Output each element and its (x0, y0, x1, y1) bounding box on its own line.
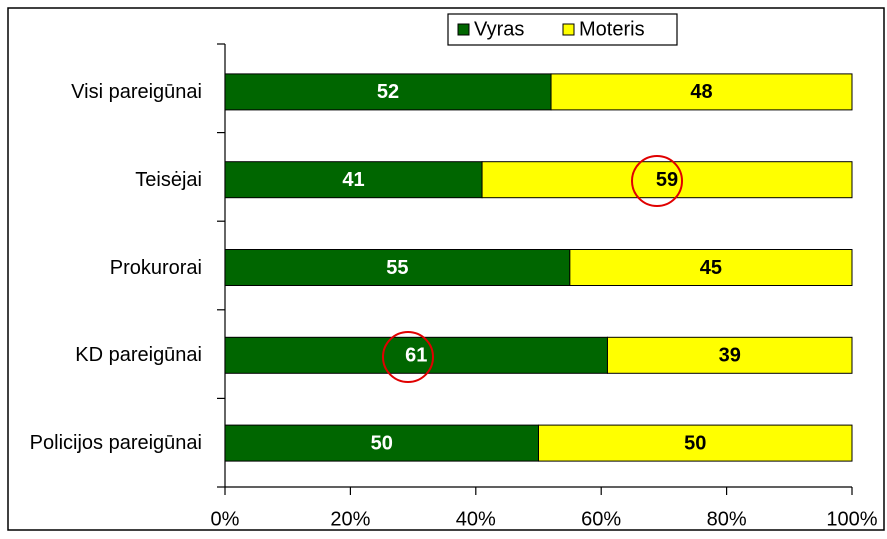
legend-swatch (457, 23, 470, 36)
category-text: Policijos pareigūnai (29, 432, 202, 455)
bar-segment (569, 249, 853, 286)
data-label: 50 (371, 432, 393, 454)
category-label: KD pareigūnai (0, 325, 202, 385)
bar-segment (606, 336, 853, 374)
highlight-circle (382, 331, 434, 383)
data-label: 39 (719, 345, 741, 367)
bar-segment (550, 73, 853, 111)
bar-segment (538, 424, 853, 462)
data-label: 59 (656, 169, 678, 191)
data-label: 48 (690, 81, 712, 103)
bar-segment (224, 424, 539, 462)
bar-segment (481, 161, 853, 199)
legend-label: Vyras (474, 18, 524, 40)
bar-segment (224, 73, 552, 111)
category-label: Visi pareigūnai (0, 62, 202, 122)
x-tick-label: 0% (211, 508, 240, 530)
bar-segment (224, 161, 483, 199)
x-tick-label: 60% (581, 508, 621, 530)
data-label: 61 (405, 345, 427, 367)
category-text: Visi pareigūnai (71, 80, 202, 103)
data-label: 41 (342, 169, 364, 191)
data-label: 52 (377, 81, 399, 103)
data-label: 55 (386, 257, 408, 279)
bar-segment (224, 249, 571, 286)
category-label: Teisėjai (0, 150, 202, 210)
x-tick-label: 100% (826, 508, 877, 530)
category-label: Policijos pareigūnai (0, 413, 202, 473)
data-label: 45 (700, 257, 722, 279)
legend-swatch (562, 23, 575, 36)
legend-label: Moteris (579, 18, 645, 40)
category-label: Prokurorai (0, 238, 202, 298)
category-text: Teisėjai (135, 168, 202, 191)
bar-segment (224, 336, 608, 374)
category-text: KD pareigūnai (75, 344, 202, 367)
x-tick-label: 40% (456, 508, 496, 530)
x-tick-label: 80% (707, 508, 747, 530)
data-label: 50 (684, 432, 706, 454)
category-text: Prokurorai (109, 256, 202, 279)
highlight-circle (631, 155, 683, 207)
x-tick-label: 20% (330, 508, 370, 530)
